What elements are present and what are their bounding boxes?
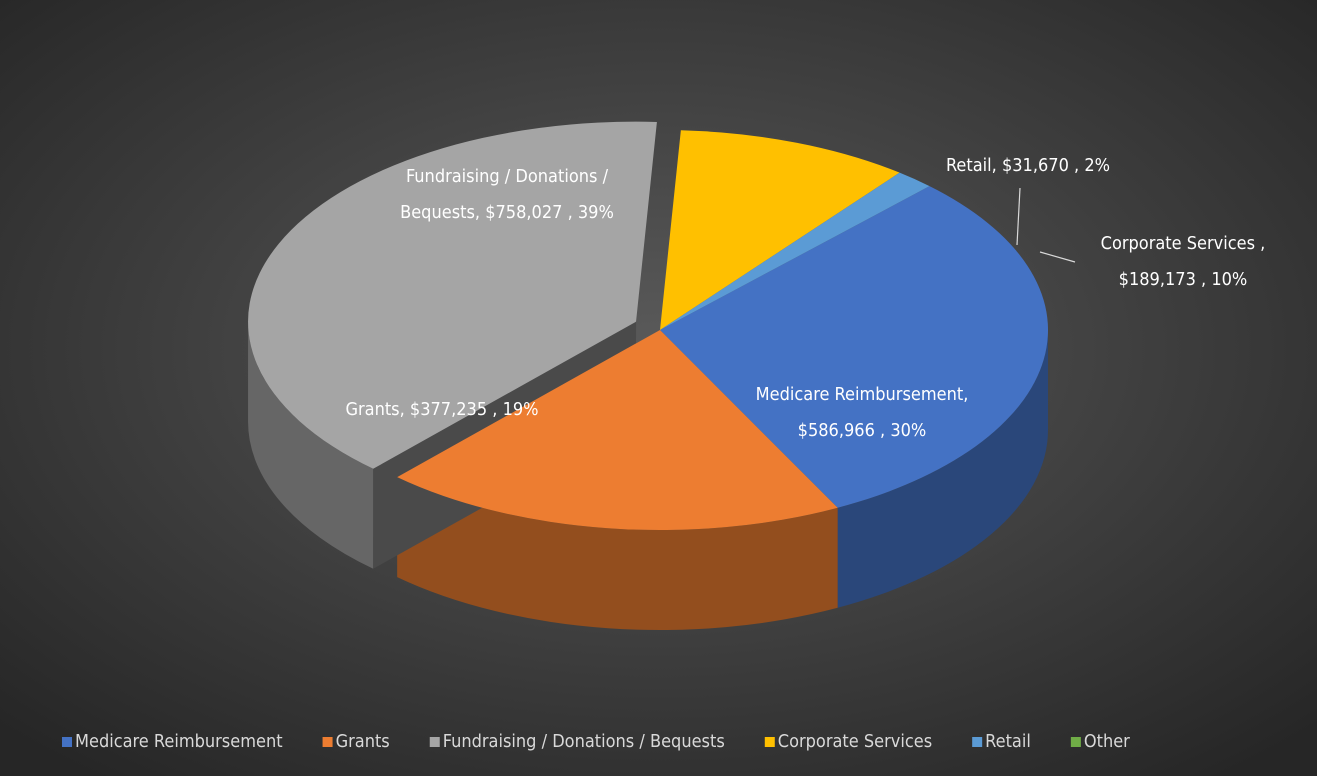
slice (660, 186, 1048, 508)
legend-label: Medicare Reimbursement (75, 731, 283, 752)
data-label: Bequests, $758,027 , 39% (400, 202, 614, 223)
data-label: Grants, $377,235 , 19% (345, 399, 538, 420)
data-label: Fundraising / Donations / (406, 166, 609, 187)
legend-label: Other (1084, 731, 1130, 752)
legend-swatch (429, 737, 440, 747)
leader-line (1016, 187, 1021, 246)
leader-line (1039, 251, 1076, 263)
legend-swatch (972, 737, 983, 747)
slice-side (248, 321, 374, 569)
data-label: Retail, $31,670 , 2% (946, 155, 1110, 176)
data-label: Medicare Reimbursement, (756, 384, 969, 405)
legend-label: Fundraising / Donations / Bequests (443, 731, 725, 752)
slice (248, 121, 657, 469)
data-label: Corporate Services , (1101, 233, 1266, 254)
data-label: $189,173 , 10% (1119, 269, 1248, 290)
slice (397, 330, 838, 530)
legend-label: Corporate Services (778, 731, 932, 752)
legend-swatch (764, 737, 775, 747)
pie-tops (248, 121, 1048, 530)
data-labels: Medicare Reimbursement, $586,966 , 30% Gra… (345, 155, 1265, 441)
legend-swatch (1070, 737, 1081, 747)
slice-side (837, 330, 1048, 608)
data-label: $586,966 , 30% (798, 420, 927, 441)
legend: Medicare Reimbursement Grants Fundraising … (62, 731, 1130, 752)
legend-swatch (62, 737, 72, 747)
legend-label: Retail (985, 731, 1031, 752)
slice (660, 130, 900, 330)
legend-swatch (322, 737, 333, 747)
slice (660, 172, 930, 330)
legend-label: Grants (336, 731, 390, 752)
slice-side (397, 477, 838, 630)
